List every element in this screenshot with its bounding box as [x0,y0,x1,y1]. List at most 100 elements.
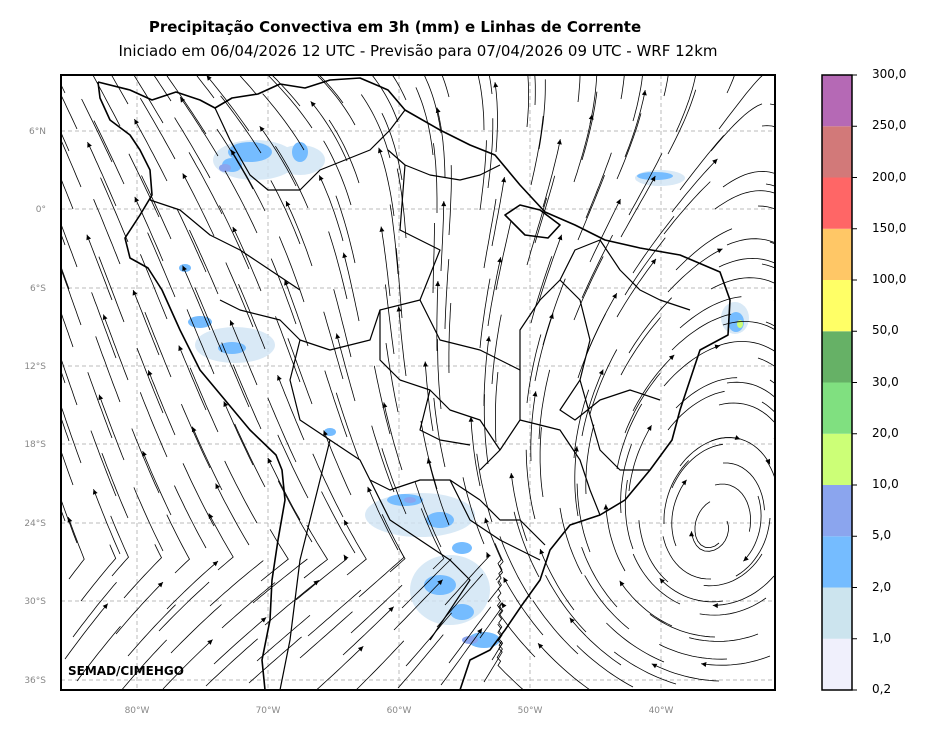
streamline [538,79,546,150]
streamline [270,258,297,325]
streamline [530,116,544,186]
streamline [423,75,442,134]
streamline [342,606,394,656]
streamline [628,425,652,492]
colorbar-label: 5,0 [872,528,892,543]
streamline-arrow [323,430,328,437]
streamline-arrow [712,603,718,609]
streamline [477,75,485,131]
streamline [710,277,775,290]
streamline [483,623,503,683]
streamline [64,603,109,660]
streamline [589,75,598,125]
streamline-arrow [734,25,740,31]
lon-tick: 40°W [649,706,674,716]
streamline [532,600,579,655]
streamline-arrow [441,201,447,207]
streamline [72,581,117,638]
colorbar-label: 20,0 [872,425,899,440]
streamline [323,140,352,206]
streamline [158,581,210,632]
streamline [285,200,313,267]
streamline [93,120,125,185]
streamline-arrow [417,33,424,40]
streamline [123,544,162,599]
streamline [221,342,250,408]
streamline-arrow [668,354,675,361]
streamline [574,446,579,517]
colorbar-segment [822,587,852,639]
streamline [632,75,643,122]
streamline [589,198,621,263]
streamline-arrow [619,580,625,587]
streamline [420,420,438,490]
streamline [444,259,450,330]
streamline-arrow [344,520,349,526]
colorbar-label: 50,0 [872,323,899,338]
streamline-arrow [130,41,137,48]
streamline-arrow [569,617,575,624]
streamline [336,333,356,402]
streamline [181,403,211,469]
streamline [224,170,258,234]
colorbar-segment [822,331,852,383]
streamline [437,339,442,410]
streamline [98,394,125,461]
streamline [318,175,344,242]
streamline [718,402,775,424]
streamline [395,248,403,319]
streamline [179,96,219,157]
streamline-arrow [573,446,579,452]
streamline [121,639,167,690]
streamline [316,75,356,126]
streamline-arrow [485,336,491,342]
streamline [205,638,258,687]
streamline-arrow [98,394,104,401]
streamline [694,501,720,549]
streamline [87,372,113,439]
streamline-arrow [208,513,214,519]
streamline [380,226,391,297]
streamline [405,612,452,667]
streamline [92,75,121,127]
streamline [576,645,634,688]
streamline [61,131,70,152]
streamline-arrow [493,82,499,88]
streamline [620,175,656,238]
streamlines [61,75,775,690]
streamline [166,75,207,135]
streamline-arrow [182,265,187,272]
colorbar-label: 10,0 [872,477,899,491]
map-frame [60,74,776,691]
streamline [765,459,775,480]
streamline [526,75,529,128]
streamline [433,143,438,213]
streamline [115,581,164,635]
streamline [620,75,625,100]
streamline [559,507,583,575]
streamline [679,135,725,191]
streamline-arrow [501,177,507,183]
streamline [624,237,666,296]
lat-tick-labels: 6°N 0° 6°S 12°S 18°S 24°S 30°S 36°S [24,127,46,686]
colorbar-segment [822,485,852,537]
streamline [153,75,172,102]
streamline-arrow [796,454,802,460]
streamline [414,481,442,548]
streamline [632,553,681,605]
streamline [530,256,553,324]
streamline [581,234,613,299]
colorbar-segment [822,75,852,127]
streamline-arrow [360,61,367,68]
streamline [743,495,762,562]
streamline [140,254,168,320]
streamline [232,364,262,430]
streamline-arrow [651,663,658,669]
streamline-arrow [532,391,538,397]
streamline [256,614,311,662]
streamline-arrow [435,281,441,287]
streamline [616,113,642,180]
streamline-arrow [379,226,385,232]
streamline [701,655,771,666]
